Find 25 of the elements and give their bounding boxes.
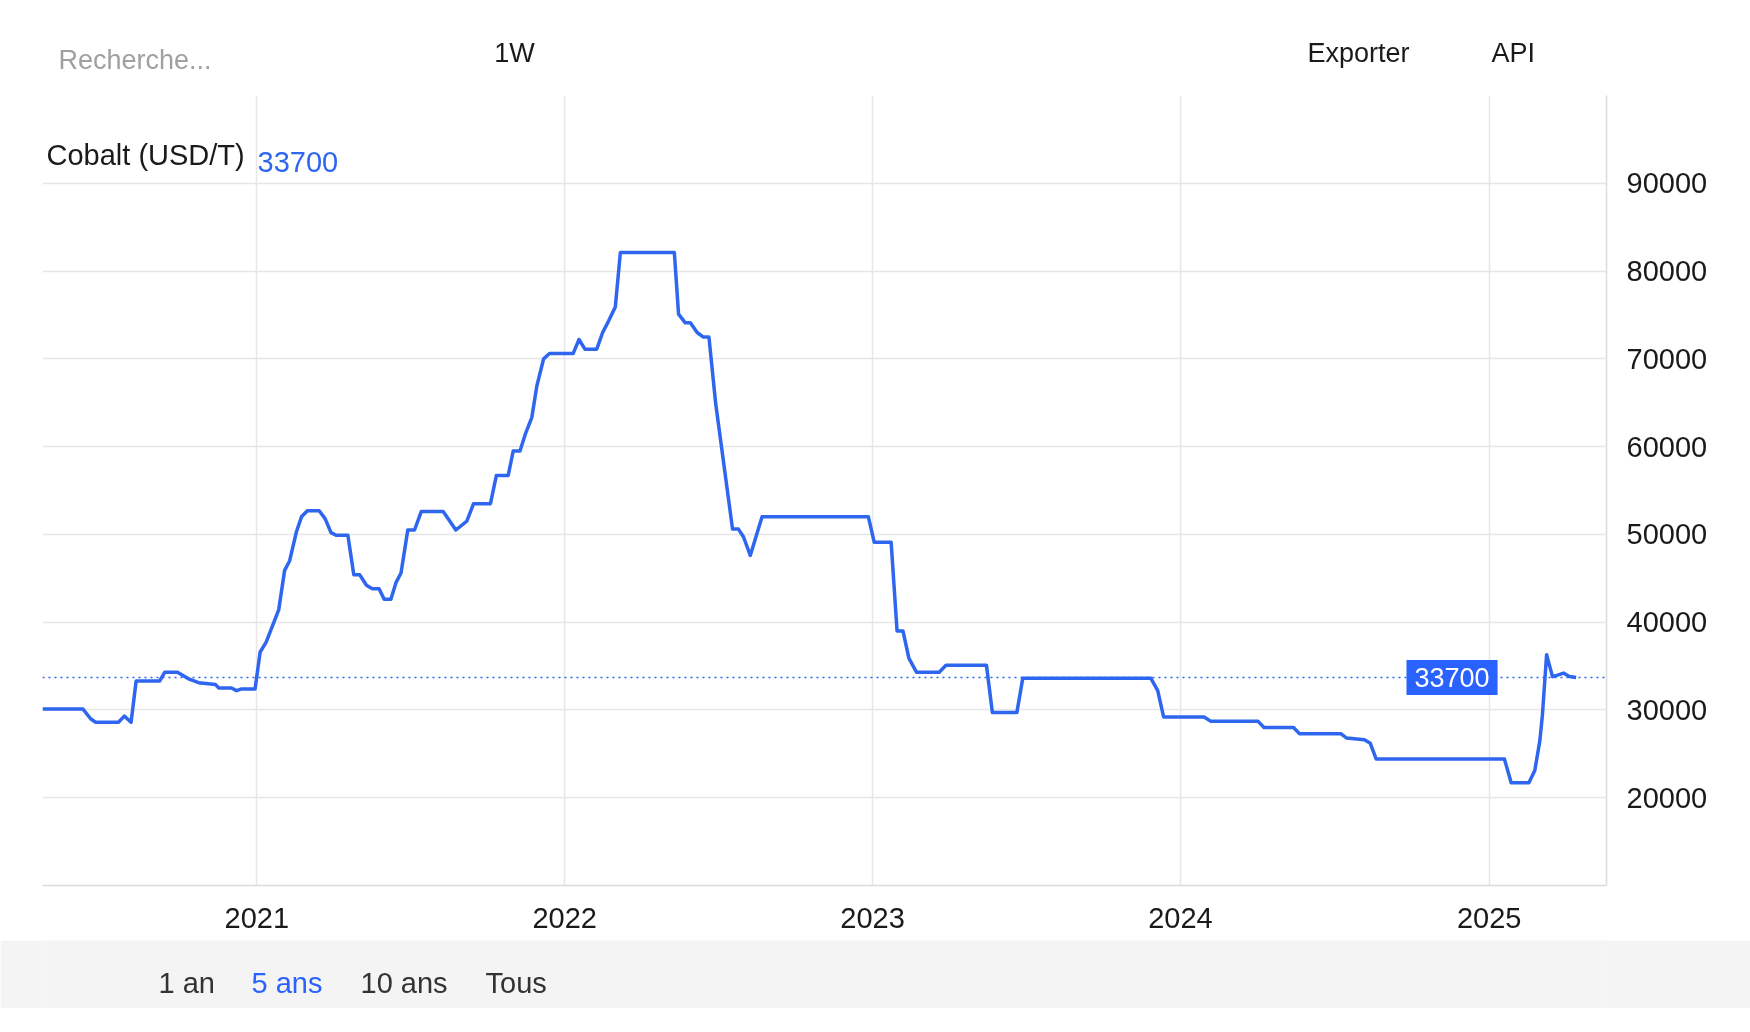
y-tick-label: 20000 [1626,781,1708,814]
x-tick-label: 2025 [1456,901,1522,934]
y-tick-label: 30000 [1626,693,1708,726]
text: Recherche... [58,44,212,75]
x-tick-label: 2022 [532,901,597,934]
line-series [42,250,1578,785]
x-tick-label: 2024 [1148,901,1213,934]
text: 1 an [158,966,215,999]
y-tick-label: 70000 [1626,342,1708,375]
y-tick-label: 40000 [1626,606,1708,639]
y-tick-label: 60000 [1626,430,1708,463]
text: 10 ans [360,966,448,999]
x-tick-label: 2021 [224,901,290,934]
text: 33700 [257,145,339,178]
text: 5 ans [251,966,323,999]
text: Exporter [1307,37,1410,68]
y-tick-label: 80000 [1626,255,1708,288]
text: API [1491,37,1536,68]
x-tick-label: 2023 [840,901,905,934]
y-tick-label: 90000 [1626,167,1708,200]
text: Tous [485,966,547,999]
ref-line-label: 33700 [1414,662,1490,693]
text: 1W [494,37,536,68]
y-tick-label: 50000 [1626,518,1708,551]
text: Cobalt (USD/T) [46,138,245,171]
